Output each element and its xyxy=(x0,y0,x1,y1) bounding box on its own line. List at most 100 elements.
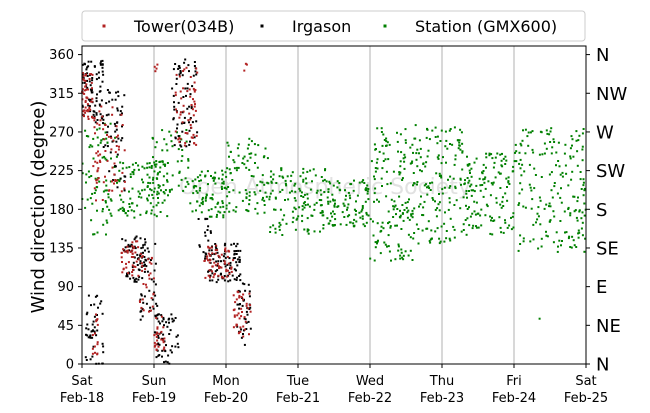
data-point xyxy=(272,173,275,176)
data-point xyxy=(154,165,157,168)
data-point xyxy=(95,199,97,202)
x-tick-date-label: Feb-24 xyxy=(492,391,536,406)
data-point xyxy=(494,176,497,179)
data-point xyxy=(238,261,241,263)
data-point xyxy=(92,113,95,116)
data-point xyxy=(333,204,336,207)
data-point xyxy=(344,198,347,201)
data-point xyxy=(279,190,282,193)
data-point xyxy=(545,230,547,233)
data-point xyxy=(142,244,145,247)
data-point xyxy=(581,159,584,162)
data-point xyxy=(429,182,431,185)
data-point xyxy=(93,326,96,329)
data-point xyxy=(247,143,250,146)
data-point xyxy=(284,199,286,201)
data-point xyxy=(184,177,187,180)
data-point xyxy=(319,189,322,192)
data-point xyxy=(213,261,216,264)
data-point xyxy=(575,246,578,248)
data-point xyxy=(253,191,256,194)
data-point xyxy=(95,313,97,316)
data-point xyxy=(153,170,156,173)
data-point xyxy=(154,294,157,297)
x-tick-date-label: Feb-21 xyxy=(276,391,320,406)
data-point xyxy=(101,66,104,69)
data-point xyxy=(584,237,587,240)
data-point xyxy=(411,209,414,212)
data-point xyxy=(87,98,90,101)
data-point xyxy=(484,176,487,179)
data-point xyxy=(87,115,90,118)
data-point xyxy=(468,206,470,209)
data-point xyxy=(160,330,163,333)
data-point xyxy=(187,64,190,67)
data-point xyxy=(93,315,96,318)
data-point xyxy=(390,198,393,201)
data-point xyxy=(195,73,198,76)
data-point xyxy=(404,201,407,204)
data-point xyxy=(129,245,131,248)
data-point xyxy=(429,241,432,244)
data-point xyxy=(131,171,134,173)
data-point xyxy=(472,224,475,227)
data-point xyxy=(121,105,124,108)
data-point xyxy=(200,170,203,173)
data-point xyxy=(238,330,241,333)
data-point xyxy=(128,203,131,205)
data-point xyxy=(414,124,417,127)
data-point xyxy=(105,184,108,187)
data-point xyxy=(480,208,483,211)
data-point xyxy=(114,151,117,154)
data-point xyxy=(374,187,377,190)
data-point xyxy=(302,202,305,205)
data-point xyxy=(392,170,395,173)
data-point xyxy=(518,202,521,205)
data-point xyxy=(146,199,149,202)
data-point xyxy=(148,162,151,165)
data-point xyxy=(87,294,90,297)
data-point xyxy=(117,148,120,151)
data-point xyxy=(510,228,513,231)
data-point xyxy=(233,253,236,256)
data-point xyxy=(331,215,334,218)
data-point xyxy=(87,336,90,339)
data-point xyxy=(140,294,143,297)
data-point xyxy=(574,209,577,212)
data-point xyxy=(561,240,563,242)
data-point xyxy=(121,112,123,115)
compass-label: N xyxy=(596,45,609,66)
data-point xyxy=(121,271,124,274)
data-point xyxy=(299,175,302,178)
data-point xyxy=(136,253,139,256)
data-point xyxy=(94,189,97,192)
data-point xyxy=(149,272,152,275)
data-point xyxy=(481,184,484,186)
data-point xyxy=(166,215,169,218)
data-point xyxy=(449,175,452,178)
data-point xyxy=(274,208,277,211)
data-point xyxy=(549,205,552,208)
data-point xyxy=(86,66,89,69)
data-point xyxy=(141,165,144,168)
data-point xyxy=(468,224,471,227)
data-point xyxy=(223,244,226,247)
data-point xyxy=(442,156,444,159)
data-point xyxy=(465,233,468,236)
data-point xyxy=(85,359,88,361)
data-point xyxy=(399,209,401,212)
data-point xyxy=(91,192,94,195)
data-point xyxy=(402,258,405,261)
data-point xyxy=(431,181,434,184)
data-point xyxy=(95,97,98,100)
data-point xyxy=(319,230,321,233)
data-point xyxy=(531,198,534,201)
data-point xyxy=(89,109,92,111)
data-point xyxy=(150,262,153,265)
data-point xyxy=(164,189,167,192)
data-point xyxy=(196,191,199,194)
data-point xyxy=(214,171,217,174)
data-point xyxy=(468,169,471,172)
data-point xyxy=(333,213,336,215)
